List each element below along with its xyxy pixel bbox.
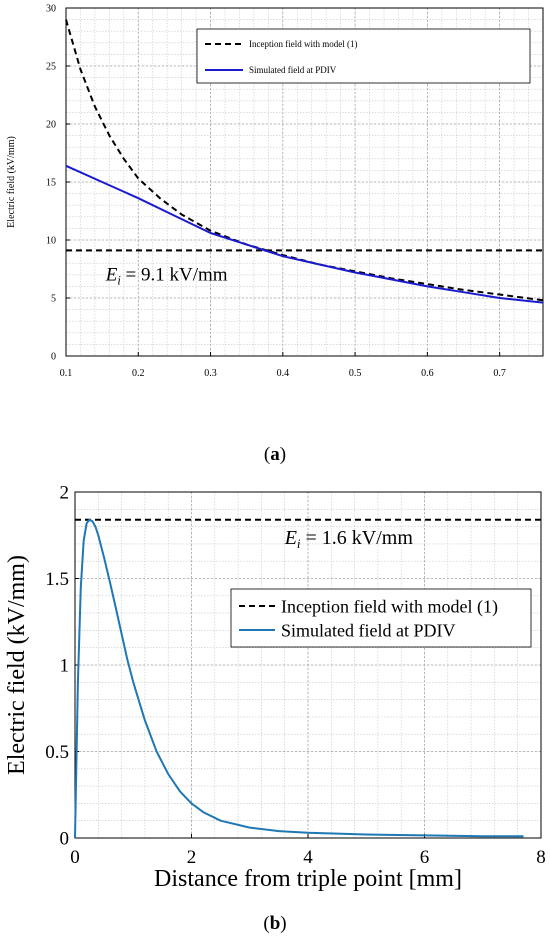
legend-label-1: Simulated field at PDIV <box>249 65 337 75</box>
y-tick-label: 15 <box>46 178 56 189</box>
y-tick-label: 1 <box>60 656 70 677</box>
y-tick-label: 20 <box>46 120 56 131</box>
x-tick-label: 8 <box>536 847 546 868</box>
legend-label-1: Simulated field at PDIV <box>281 620 455 640</box>
series-line-1 <box>74 518 524 839</box>
x-tick-label: 0.4 <box>277 368 290 379</box>
y-tick-label: 2 <box>60 483 70 504</box>
chart-a: 0.10.20.30.40.50.60.7051015202530Distanc… <box>6 4 544 379</box>
x-tick-label: 0.1 <box>60 368 73 379</box>
y-tick-label: 1.5 <box>45 569 69 590</box>
y-tick-label: 30 <box>46 4 56 15</box>
y-tick-label: 5 <box>51 294 56 305</box>
x-tick-label: 0.3 <box>204 368 217 379</box>
series-line-2 <box>65 164 544 304</box>
annotation-label: Ei = 9.1 kV/mm <box>105 265 228 288</box>
y-axis-label: Electric field (kV/mm) <box>6 136 17 228</box>
x-tick-label: 6 <box>420 847 430 868</box>
panel-label-b: (b) <box>263 913 287 934</box>
legend-label-0: Inception field with model (1) <box>249 39 357 49</box>
x-tick-label: 4 <box>303 847 313 868</box>
x-tick-label: 0.7 <box>493 368 506 379</box>
x-tick-label: 0 <box>70 847 80 868</box>
annotation-label: Ei = 1.6 kV/mm <box>284 527 414 551</box>
annotation-subscript: i <box>117 274 121 288</box>
annotation-text: = 9.1 kV/mm <box>121 265 228 286</box>
y-axis-label: Electric field (kV/mm) <box>4 555 30 775</box>
x-tick-label: 2 <box>187 847 197 868</box>
legend-box <box>196 28 531 84</box>
y-tick-label: 0 <box>51 352 56 363</box>
x-tick-label: 0.6 <box>421 368 434 379</box>
x-axis-label: Distance from triple point [mm] <box>154 866 462 892</box>
panel-label-a: (a) <box>263 444 287 465</box>
y-tick-label: 25 <box>46 62 56 73</box>
annotation-text: = 1.6 kV/mm <box>301 527 414 549</box>
y-tick-label: 0.5 <box>45 742 69 763</box>
series-line-0 <box>65 19 544 302</box>
annotation-subscript: i <box>297 536 301 551</box>
legend-box <box>230 588 532 648</box>
y-tick-label: 0 <box>60 829 70 850</box>
annotation-symbol: E <box>105 265 118 286</box>
legend-label-0: Inception field with model (1) <box>281 596 498 617</box>
x-tick-label: 0.2 <box>132 368 145 379</box>
annotation-symbol: E <box>284 527 297 549</box>
y-tick-label: 10 <box>46 236 56 247</box>
x-tick-label: 0.5 <box>349 368 362 379</box>
